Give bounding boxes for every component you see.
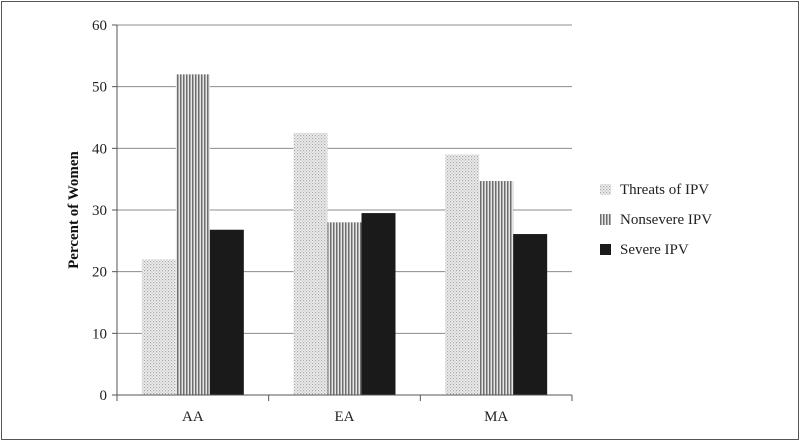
- bars: [141, 74, 548, 395]
- bar-ma-threats-of-ipv: [445, 154, 480, 395]
- x-tick-label: EA: [335, 409, 355, 425]
- legend-label: Nonsevere IPV: [620, 212, 712, 228]
- x-tick-label: MA: [484, 409, 508, 425]
- y-tick-label: 0: [100, 388, 108, 404]
- y-tick-label: 20: [92, 265, 107, 281]
- bar-aa-threats-of-ipv: [141, 259, 176, 395]
- bar-aa-nonsevere-ipv: [175, 74, 210, 395]
- bar-ea-threats-of-ipv: [293, 132, 328, 395]
- bar-ma-severe-ipv: [513, 234, 548, 395]
- legend-label: Threats of IPV: [620, 182, 709, 198]
- y-tick-label: 50: [92, 80, 107, 96]
- bar-aa-severe-ipv: [209, 229, 244, 395]
- y-tick-label: 10: [92, 326, 107, 342]
- legend-swatch: [600, 184, 611, 195]
- y-axis-label: Percent of Women: [66, 150, 82, 268]
- y-tick-label: 60: [92, 18, 107, 34]
- bar-ma-nonsevere-ipv: [479, 181, 514, 395]
- legend-label: Severe IPV: [620, 242, 689, 258]
- y-axis: 0 10 20 30 40 50 60: [92, 18, 118, 404]
- legend: Threats of IPV Nonsevere IPV Severe IPV: [600, 182, 712, 258]
- bar-ea-severe-ipv: [361, 213, 396, 395]
- y-tick-label: 30: [92, 203, 107, 219]
- legend-swatch: [600, 214, 611, 225]
- x-axis: AA EA MA: [116, 394, 573, 425]
- y-tick-label: 40: [92, 141, 107, 157]
- legend-swatch: [600, 244, 611, 255]
- bar-ea-nonsevere-ipv: [327, 222, 362, 395]
- x-tick-label: AA: [182, 409, 204, 425]
